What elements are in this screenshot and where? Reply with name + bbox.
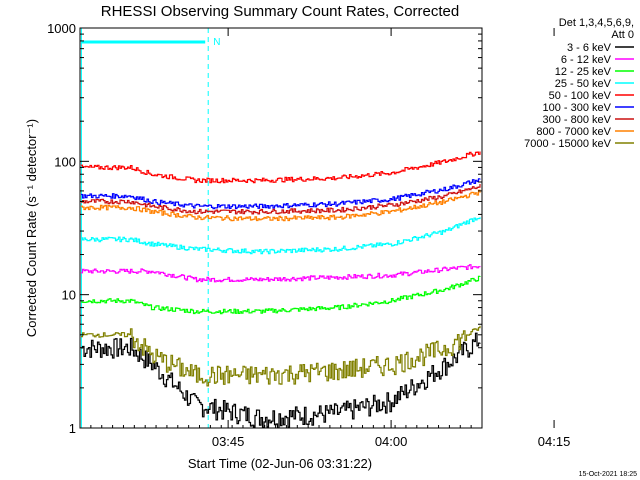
- legend-label-4: 50 - 100 keV: [549, 90, 612, 102]
- legend-label-5: 100 - 300 keV: [543, 102, 612, 114]
- legend-label-0: 3 - 6 keV: [567, 42, 612, 54]
- legend-label-8: 7000 - 15000 keV: [524, 138, 612, 150]
- y-tick-label-0: 1: [69, 421, 76, 436]
- series-line-4: [81, 151, 481, 184]
- legend-label-3: 25 - 50 keV: [555, 78, 612, 90]
- x-tick-label-0: 03:45: [212, 434, 245, 449]
- series-line-0: [81, 332, 481, 429]
- legend-label-7: 800 - 7000 keV: [536, 126, 611, 138]
- series-line-7: [81, 189, 481, 222]
- y-axis-label: Corrected Count Rate (s⁻¹ detector⁻¹): [24, 119, 39, 337]
- legend-header-1: Att 0: [611, 29, 634, 41]
- series-line-3: [81, 217, 481, 255]
- series-line-2: [81, 275, 481, 315]
- legend-header-0: Det 1,3,4,5,6,9,: [559, 17, 634, 29]
- legend-label-6: 300 - 800 keV: [543, 114, 612, 126]
- legend-label-1: 6 - 12 keV: [561, 54, 612, 66]
- plot-frame: [79, 27, 483, 429]
- legend-label-2: 12 - 25 keV: [555, 66, 612, 78]
- y-tick-label-3: 1000: [47, 21, 76, 36]
- footer-timestamp: 15-Oct-2021 18:25: [579, 471, 637, 478]
- series-line-8: [81, 325, 481, 387]
- x-axis-label: Start Time (02-Jun-06 03:31:22): [188, 456, 372, 471]
- series-line-5: [81, 178, 481, 210]
- y-tick-label-2: 100: [54, 154, 76, 169]
- y-tick-label-1: 10: [62, 288, 76, 303]
- series-group: [81, 151, 481, 429]
- series-line-1: [81, 264, 481, 283]
- x-tick-label-1: 04:00: [375, 434, 408, 449]
- series-line-6: [81, 184, 481, 215]
- x-tick-label-2: 04:15: [538, 434, 571, 449]
- time-marker-group: N: [80, 28, 220, 428]
- flag-label: N: [213, 37, 220, 48]
- chart-title: RHESSI Observing Summary Count Rates, Co…: [101, 3, 459, 20]
